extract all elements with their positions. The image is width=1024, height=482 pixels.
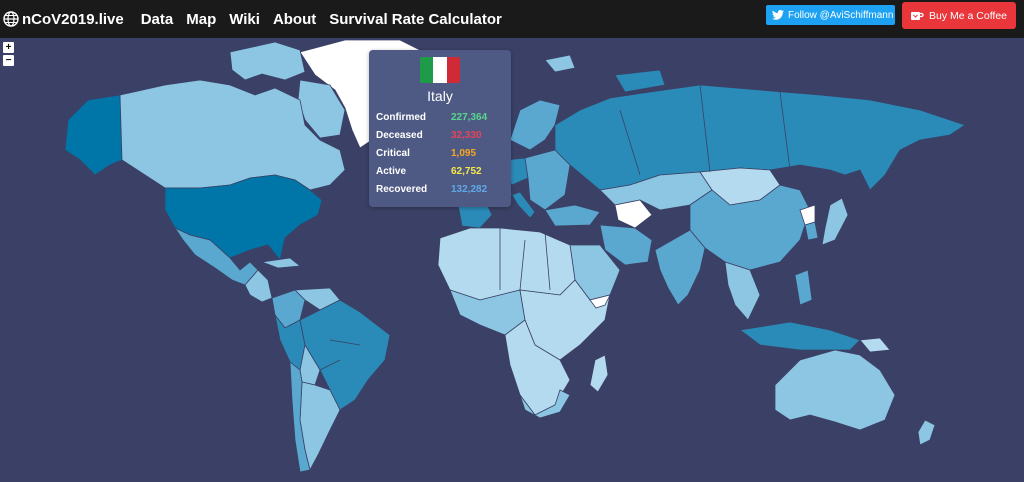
coffee-label: Buy Me a Coffee bbox=[929, 9, 1008, 22]
country-chile[interactable] bbox=[289, 361, 311, 473]
stat-label: Recovered bbox=[376, 184, 428, 195]
nav-link-map[interactable]: Map bbox=[186, 10, 217, 28]
country-canada-islands[interactable] bbox=[229, 41, 306, 81]
country-italy[interactable] bbox=[511, 191, 536, 219]
stat-value-confirmed: 227,364 bbox=[451, 112, 488, 123]
africa-borders bbox=[499, 228, 551, 291]
navbar: nCoV2019.live Data Map Wiki About Surviv… bbox=[0, 0, 1024, 38]
zoom-out-button[interactable]: − bbox=[3, 55, 14, 66]
nav-link-data[interactable]: Data bbox=[140, 10, 174, 28]
country-scandinavia[interactable] bbox=[509, 99, 561, 151]
nav-link-survival-calculator[interactable]: Survival Rate Calculator bbox=[329, 10, 502, 28]
stat-value-recovered: 132,282 bbox=[451, 184, 488, 195]
country-name: Italy bbox=[427, 88, 453, 104]
stat-value-deceased: 32,330 bbox=[451, 130, 482, 141]
flag-stripe-green bbox=[420, 57, 434, 83]
country-cuba[interactable] bbox=[261, 257, 302, 269]
stat-label: Active bbox=[376, 166, 407, 177]
south-america-borders bbox=[319, 339, 361, 371]
country-somalia[interactable] bbox=[589, 294, 611, 309]
country-papua-new-guinea[interactable] bbox=[859, 337, 891, 353]
coffee-cup-icon bbox=[911, 11, 924, 20]
stat-label: Critical bbox=[376, 148, 410, 159]
country-flag-icon bbox=[420, 57, 460, 83]
flag-stripe-white bbox=[433, 57, 447, 83]
country-madagascar[interactable] bbox=[589, 354, 609, 393]
country-turkey[interactable] bbox=[544, 204, 601, 227]
stat-label: Deceased bbox=[376, 130, 423, 141]
follow-label: Follow @AviSchiffmann bbox=[788, 9, 894, 21]
country-new-zealand[interactable] bbox=[917, 419, 936, 446]
flag-stripe-red bbox=[446, 57, 460, 83]
country-novaya-zemlya[interactable] bbox=[614, 69, 666, 93]
stat-row-deceased: Deceased 32,330 bbox=[376, 130, 506, 144]
stat-row-critical: Critical 1,095 bbox=[376, 148, 506, 162]
country-australia[interactable] bbox=[774, 349, 896, 431]
brand-name: nCoV2019.live bbox=[22, 10, 124, 28]
country-japan[interactable] bbox=[821, 197, 849, 246]
country-tooltip: Italy Confirmed 227,364 Deceased 32,330 … bbox=[369, 50, 511, 207]
country-iran[interactable] bbox=[599, 224, 653, 266]
country-philippines[interactable] bbox=[794, 269, 813, 306]
zoom-in-button[interactable]: + bbox=[3, 42, 14, 53]
country-south-africa[interactable] bbox=[519, 389, 571, 419]
twitter-icon bbox=[772, 10, 784, 20]
brand[interactable]: nCoV2019.live bbox=[3, 11, 124, 28]
russia-borders bbox=[619, 84, 791, 176]
nav-link-wiki[interactable]: Wiki bbox=[229, 10, 260, 28]
stat-row-recovered: Recovered 132,282 bbox=[376, 184, 506, 198]
stat-label: Confirmed bbox=[376, 112, 426, 123]
country-indonesia[interactable] bbox=[739, 321, 861, 351]
follow-twitter-button[interactable]: Follow @AviSchiffmann bbox=[766, 5, 895, 25]
world-map[interactable] bbox=[0, 38, 1024, 482]
stat-row-active: Active 62,752 bbox=[376, 166, 506, 180]
country-svalbard[interactable] bbox=[544, 54, 576, 73]
globe-icon bbox=[3, 11, 19, 27]
stat-row-confirmed: Confirmed 227,364 bbox=[376, 112, 506, 126]
buy-coffee-button[interactable]: Buy Me a Coffee bbox=[902, 2, 1016, 29]
country-alaska[interactable] bbox=[64, 94, 123, 176]
country-north-africa[interactable] bbox=[437, 227, 576, 301]
country-india[interactable] bbox=[654, 229, 706, 306]
nav-link-about[interactable]: About bbox=[272, 10, 317, 28]
stat-value-active: 62,752 bbox=[451, 166, 482, 177]
stat-value-critical: 1,095 bbox=[451, 148, 477, 159]
country-turkmenistan[interactable] bbox=[614, 199, 653, 229]
country-south-korea[interactable] bbox=[804, 221, 819, 241]
country-southeast-asia[interactable] bbox=[724, 261, 761, 321]
